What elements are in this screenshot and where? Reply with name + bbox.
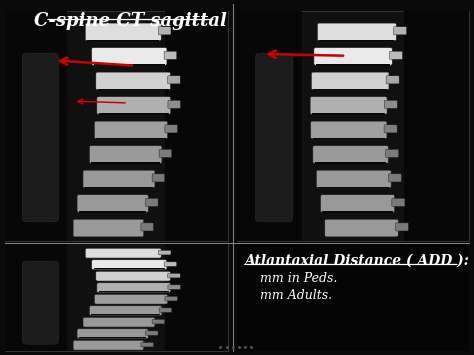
Bar bbox=[165, 11, 228, 241]
Text: C-spine CT sagittal: C-spine CT sagittal bbox=[34, 12, 227, 31]
Bar bbox=[312, 138, 385, 139]
FancyBboxPatch shape bbox=[97, 97, 171, 114]
FancyBboxPatch shape bbox=[158, 250, 171, 255]
FancyBboxPatch shape bbox=[73, 219, 144, 237]
Bar bbox=[237, 11, 469, 241]
FancyBboxPatch shape bbox=[97, 283, 171, 293]
FancyBboxPatch shape bbox=[141, 223, 154, 231]
FancyBboxPatch shape bbox=[141, 342, 154, 347]
FancyBboxPatch shape bbox=[146, 331, 158, 335]
FancyBboxPatch shape bbox=[91, 48, 167, 65]
FancyBboxPatch shape bbox=[89, 146, 162, 163]
Bar bbox=[91, 314, 160, 315]
FancyBboxPatch shape bbox=[83, 317, 155, 327]
FancyBboxPatch shape bbox=[83, 170, 155, 188]
Bar bbox=[313, 89, 387, 90]
Bar bbox=[85, 326, 153, 327]
Bar bbox=[96, 303, 166, 304]
FancyBboxPatch shape bbox=[96, 72, 171, 90]
Bar bbox=[79, 211, 146, 213]
FancyBboxPatch shape bbox=[384, 100, 397, 108]
FancyBboxPatch shape bbox=[77, 329, 148, 339]
FancyBboxPatch shape bbox=[96, 271, 171, 281]
FancyBboxPatch shape bbox=[152, 174, 164, 182]
Text: mm in Peds.: mm in Peds. bbox=[244, 272, 337, 285]
FancyBboxPatch shape bbox=[393, 27, 407, 35]
Bar bbox=[99, 291, 169, 292]
Text: Atlantaxial Distance ( ADD ):: Atlantaxial Distance ( ADD ): bbox=[244, 254, 469, 268]
Bar bbox=[85, 187, 153, 188]
FancyBboxPatch shape bbox=[85, 23, 161, 41]
Bar bbox=[5, 11, 228, 241]
FancyBboxPatch shape bbox=[168, 273, 180, 278]
Bar bbox=[91, 162, 160, 164]
FancyBboxPatch shape bbox=[94, 294, 168, 304]
FancyBboxPatch shape bbox=[310, 121, 387, 139]
Bar bbox=[5, 243, 67, 351]
FancyBboxPatch shape bbox=[94, 121, 168, 139]
FancyBboxPatch shape bbox=[164, 262, 177, 266]
Bar bbox=[5, 11, 67, 241]
FancyBboxPatch shape bbox=[91, 260, 167, 269]
Bar bbox=[93, 64, 165, 66]
FancyBboxPatch shape bbox=[395, 223, 409, 231]
Bar bbox=[5, 243, 228, 351]
FancyBboxPatch shape bbox=[384, 125, 397, 133]
FancyBboxPatch shape bbox=[158, 27, 171, 35]
FancyBboxPatch shape bbox=[164, 51, 177, 59]
Bar bbox=[99, 113, 169, 115]
Bar bbox=[79, 337, 146, 338]
FancyBboxPatch shape bbox=[22, 261, 58, 344]
FancyBboxPatch shape bbox=[159, 308, 172, 312]
Bar bbox=[96, 138, 166, 139]
FancyBboxPatch shape bbox=[310, 97, 387, 114]
FancyBboxPatch shape bbox=[325, 219, 398, 237]
FancyBboxPatch shape bbox=[392, 198, 405, 207]
Bar bbox=[237, 11, 302, 241]
Bar bbox=[93, 268, 165, 269]
FancyBboxPatch shape bbox=[22, 53, 58, 222]
FancyBboxPatch shape bbox=[390, 51, 402, 59]
Text: mm Adults.: mm Adults. bbox=[244, 289, 332, 302]
FancyBboxPatch shape bbox=[146, 198, 158, 207]
Bar bbox=[237, 243, 469, 351]
FancyBboxPatch shape bbox=[316, 170, 391, 188]
Bar bbox=[98, 89, 169, 90]
FancyBboxPatch shape bbox=[77, 195, 148, 212]
FancyBboxPatch shape bbox=[388, 174, 401, 182]
FancyBboxPatch shape bbox=[159, 149, 172, 157]
FancyBboxPatch shape bbox=[165, 296, 177, 301]
FancyBboxPatch shape bbox=[311, 72, 389, 90]
FancyBboxPatch shape bbox=[168, 285, 181, 289]
FancyBboxPatch shape bbox=[168, 76, 180, 84]
Bar bbox=[322, 211, 393, 213]
Bar bbox=[404, 11, 469, 241]
FancyBboxPatch shape bbox=[255, 53, 293, 222]
Bar bbox=[318, 187, 389, 188]
Bar bbox=[316, 64, 391, 66]
FancyBboxPatch shape bbox=[386, 76, 399, 84]
FancyBboxPatch shape bbox=[314, 48, 392, 65]
Bar bbox=[165, 243, 228, 351]
FancyBboxPatch shape bbox=[165, 125, 177, 133]
Bar bbox=[312, 113, 385, 115]
FancyBboxPatch shape bbox=[385, 149, 399, 157]
FancyBboxPatch shape bbox=[317, 23, 396, 41]
FancyBboxPatch shape bbox=[73, 340, 144, 350]
FancyBboxPatch shape bbox=[152, 320, 164, 324]
Bar bbox=[319, 40, 394, 41]
Bar bbox=[315, 162, 386, 164]
FancyBboxPatch shape bbox=[85, 248, 161, 258]
FancyBboxPatch shape bbox=[89, 306, 162, 316]
FancyBboxPatch shape bbox=[168, 100, 181, 108]
Bar bbox=[87, 40, 159, 41]
FancyBboxPatch shape bbox=[313, 146, 388, 163]
FancyBboxPatch shape bbox=[320, 195, 395, 212]
